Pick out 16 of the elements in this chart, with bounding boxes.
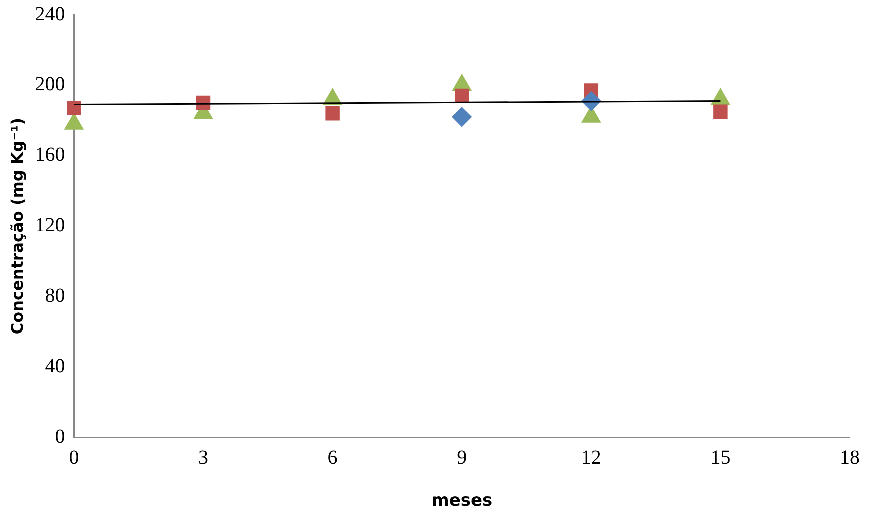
x-tick-label: 15	[710, 446, 731, 469]
x-tick-label: 18	[840, 446, 860, 469]
y-tick-label: 120	[35, 214, 66, 237]
x-tick-label: 0	[69, 446, 80, 469]
y-tick-label: 240	[35, 3, 66, 26]
y-tick-label: 80	[45, 284, 66, 307]
x-axis-title: meses	[432, 491, 493, 512]
y-tick-label: 0	[55, 426, 66, 448]
x-tick-label: 12	[581, 446, 602, 469]
x-tick-label: 6	[328, 446, 338, 469]
y-tick-label: 200	[35, 74, 66, 96]
y-tick-label: 40	[45, 355, 66, 378]
y-axis-title: Concentração (mg Kg⁻¹)	[8, 118, 27, 335]
x-tick-label: 3	[198, 446, 208, 469]
x-tick-label: 9	[457, 446, 468, 469]
y-tick-label: 160	[35, 144, 66, 166]
